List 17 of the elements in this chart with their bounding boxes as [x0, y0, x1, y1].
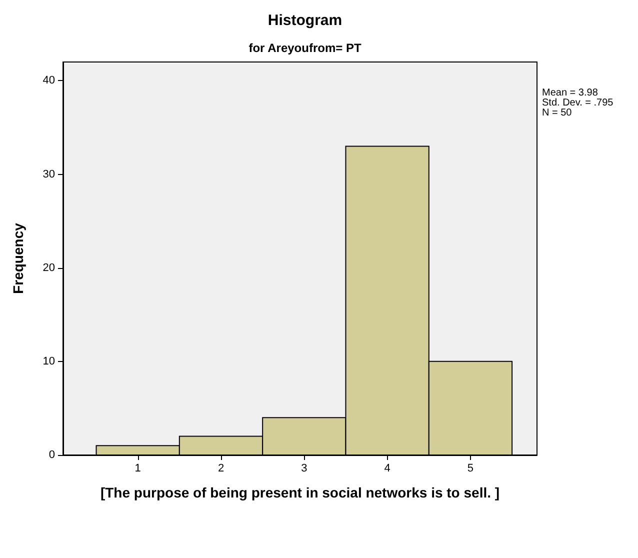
x-tick-label: 5 — [467, 462, 474, 474]
x-tick-label: 4 — [384, 462, 390, 474]
chart-subtitle: for Areyoufrom= PT — [248, 41, 362, 55]
chart-title: Histogram — [268, 12, 342, 29]
x-axis-title: [The purpose of being present in social networks is to sell. ] — [100, 484, 500, 500]
text: Std. Dev. = .795 — [542, 98, 614, 108]
y-axis-title: Frequency — [10, 222, 26, 294]
y-tick-label: 40 — [42, 74, 55, 87]
y-tick-label: 10 — [42, 355, 55, 368]
text: Mean = 3.98 — [542, 88, 598, 98]
x-tick-label: 1 — [134, 462, 141, 474]
y-tick-label: 30 — [42, 168, 55, 180]
y-tick-label: 0 — [48, 449, 55, 461]
x-tick-label: 2 — [218, 462, 224, 474]
text: N = 50 — [542, 108, 572, 118]
x-tick-label: 3 — [301, 462, 308, 474]
y-tick-label: 20 — [42, 262, 55, 274]
